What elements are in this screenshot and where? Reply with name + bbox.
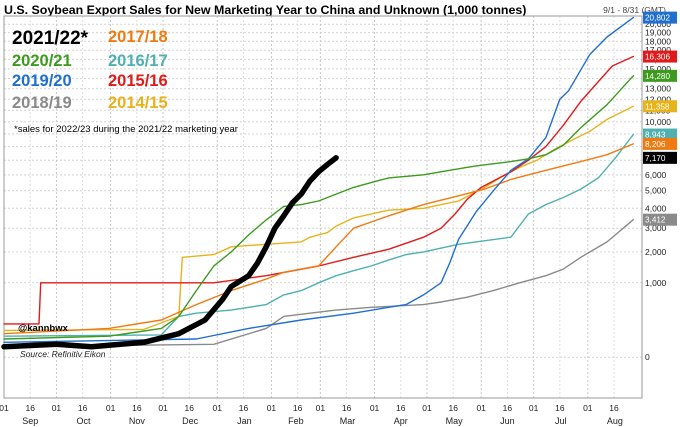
end-value-label: 20,802 xyxy=(645,14,670,23)
x-day-tick-label: 01 xyxy=(583,403,593,413)
x-month-label: Jun xyxy=(500,416,515,426)
end-value-label: 7,170 xyxy=(645,154,666,163)
y-tick-label: 4,000 xyxy=(645,203,667,213)
x-day-tick-label: 16 xyxy=(396,403,406,413)
end-value-tag xyxy=(643,11,677,24)
y-tick-label: 10,000 xyxy=(645,117,671,127)
series-line xyxy=(3,75,634,340)
y-tick-label: 12,000 xyxy=(645,94,671,104)
author-handle: @kannbwx xyxy=(18,323,68,334)
x-day-tick-label: 01 xyxy=(370,403,380,413)
series-line xyxy=(1,155,339,350)
x-day-tick-label: 01 xyxy=(106,403,116,413)
series-line xyxy=(3,105,634,332)
x-day-tick-label: 16 xyxy=(239,403,249,413)
y-tick-label: 2,000 xyxy=(645,247,667,257)
y-tick-label: 18,000 xyxy=(645,36,671,46)
series-line xyxy=(3,133,634,337)
x-month-label: Jul xyxy=(555,416,567,426)
x-day-tick-label: 16 xyxy=(25,403,35,413)
axes: 01,0002,0003,0004,0005,0006,0007,0008,00… xyxy=(0,15,671,426)
x-month-label: Dec xyxy=(182,416,199,426)
x-day-tick-label: 16 xyxy=(132,403,142,413)
y-tick-label: 17,000 xyxy=(645,45,671,55)
x-month-label: Mar xyxy=(340,416,356,426)
end-value-tag xyxy=(643,69,677,82)
end-value-tag xyxy=(643,50,677,63)
end-value-tag xyxy=(643,128,677,141)
x-day-tick-label: 01 xyxy=(267,403,277,413)
x-day-tick-label: 01 xyxy=(52,403,62,413)
y-tick-label: 3,000 xyxy=(645,223,667,233)
x-day-tick-label: 01 xyxy=(529,403,539,413)
x-month-label: Oct xyxy=(77,416,92,426)
x-day-tick-label: 01 xyxy=(213,403,223,413)
series-line xyxy=(3,16,634,343)
source-credit: Source: Refinitiv Eikon xyxy=(20,349,106,359)
x-day-tick-label: 16 xyxy=(555,403,565,413)
end-value-tag xyxy=(643,100,677,113)
legend-item-2021-22: 2021/22* xyxy=(12,28,89,49)
end-value-label: 3,412 xyxy=(645,216,666,225)
x-day-tick-label: 16 xyxy=(503,403,513,413)
x-day-tick-label: 16 xyxy=(448,403,458,413)
y-tick-label: 15,000 xyxy=(645,64,671,74)
y-tick-label: 19,000 xyxy=(645,28,671,38)
x-month-label: Jan xyxy=(237,416,252,426)
x-day-tick-label: 01 xyxy=(316,403,326,413)
x-month-label: Sep xyxy=(22,416,38,426)
series-line xyxy=(3,219,634,348)
end-value-tag xyxy=(643,137,677,150)
y-tick-label: 13,000 xyxy=(645,84,671,94)
y-tick-label: 0 xyxy=(645,352,650,362)
x-day-tick-label: 16 xyxy=(609,403,619,413)
x-day-tick-label: 16 xyxy=(78,403,88,413)
footnote: *sales for 2022/23 during the 2021/22 ma… xyxy=(14,124,238,135)
x-day-tick-label: 01 xyxy=(422,403,432,413)
y-tick-label: 6,000 xyxy=(645,170,667,180)
series-lines xyxy=(1,16,634,350)
y-tick-label: 20,000 xyxy=(645,19,671,29)
x-day-tick-label: 16 xyxy=(293,403,303,413)
date-range: 9/1 - 8/31 (GMT) xyxy=(603,5,666,15)
legend-item-2015-16: 2015/16 xyxy=(108,72,168,90)
legend-item-2018-19: 2018/19 xyxy=(12,94,72,112)
legend-item-2020-21: 2020/21 xyxy=(12,52,72,70)
end-value-label: 16,306 xyxy=(645,53,670,62)
end-value-label: 8,206 xyxy=(645,140,666,149)
x-day-tick-label: 01 xyxy=(0,403,9,413)
end-value-label: 14,280 xyxy=(645,72,670,81)
legend-item-2016-17: 2016/17 xyxy=(108,52,168,70)
x-month-label: Aug xyxy=(607,416,623,426)
x-month-label: May xyxy=(446,416,464,426)
end-value-tag xyxy=(643,213,677,226)
legend-item-2014-15: 2014/15 xyxy=(108,94,168,112)
y-tick-label: 1,000 xyxy=(645,278,667,288)
plot-frame xyxy=(3,15,643,399)
end-value-label: 8,943 xyxy=(645,131,666,140)
x-month-label: Feb xyxy=(288,416,304,426)
series-line xyxy=(3,55,634,325)
x-month-label: Apr xyxy=(394,416,408,426)
x-month-label: Nov xyxy=(129,416,146,426)
x-day-tick-label: 16 xyxy=(185,403,195,413)
chart-title: U.S. Soybean Export Sales for New Market… xyxy=(4,3,527,17)
y-tick-label: 5,000 xyxy=(645,186,667,196)
x-day-tick-label: 16 xyxy=(342,403,352,413)
x-day-tick-label: 01 xyxy=(158,403,168,413)
legend-item-2017-18: 2017/18 xyxy=(108,28,168,46)
legend-item-2019-20: 2019/20 xyxy=(12,72,72,90)
x-day-tick-label: 01 xyxy=(476,403,486,413)
end-value-tag xyxy=(643,151,677,164)
end-value-label: 11,358 xyxy=(645,102,670,111)
